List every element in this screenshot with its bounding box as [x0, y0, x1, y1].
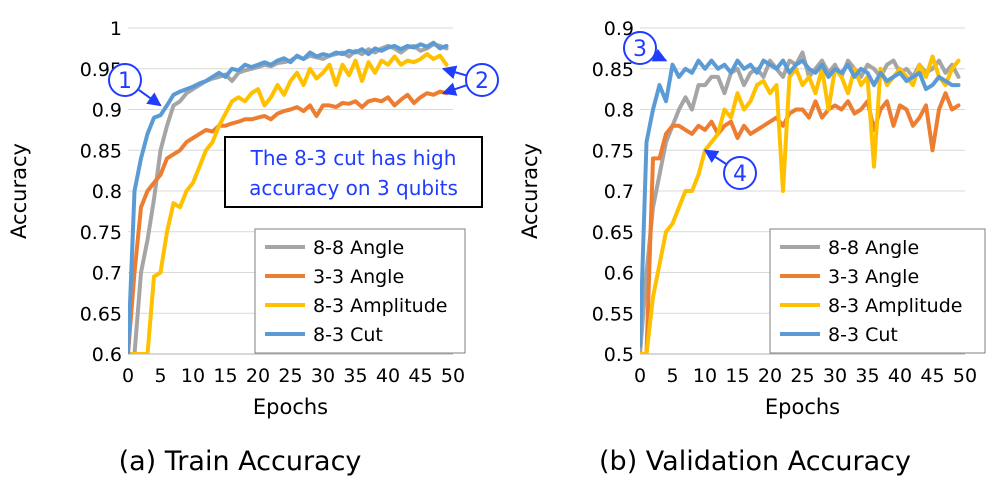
x-tick-label: 30: [311, 365, 335, 387]
callout-arrow: [703, 149, 727, 165]
series-line-8-3-cut: [640, 58, 961, 348]
series-line-8-3-cut: [128, 40, 449, 354]
callout-arrow: [651, 48, 668, 62]
x-tick-label: 5: [154, 365, 166, 387]
x-tick-label: 40: [376, 365, 400, 387]
y-tick-label: 0.65: [592, 222, 634, 244]
x-tick-label: 30: [823, 365, 847, 387]
x-tick-label: 0: [122, 365, 134, 387]
callout-circle: [623, 31, 657, 65]
y-tick-label: 1: [110, 18, 122, 40]
y-axis-title: Accuracy: [518, 143, 542, 239]
legend-entry: 3-3 Angle: [828, 266, 919, 288]
legend-entry: 8-3 Cut: [313, 324, 383, 346]
y-tick-label: 0.6: [92, 344, 122, 366]
x-tick-label: 35: [855, 365, 879, 387]
x-tick-label: 5: [666, 365, 678, 387]
series-line-3-3-angle: [128, 89, 449, 354]
y-tick-label: 0.85: [592, 59, 634, 81]
annotation-box: [224, 136, 483, 208]
x-tick-label: 50: [953, 365, 977, 387]
x-tick-label: 25: [790, 365, 814, 387]
y-tick-label: 0.7: [604, 181, 634, 203]
callout-arrow: [138, 89, 162, 107]
legend-entry: 8-3 Amplitude: [313, 295, 447, 317]
callout-number: 1: [118, 69, 132, 94]
x-tick-label: 10: [693, 365, 717, 387]
legend-entry: 8-3 Cut: [828, 324, 898, 346]
x-tick-label: 45: [920, 365, 944, 387]
annotation-text: accuracy on 3 qubits: [249, 176, 458, 200]
x-tick-label: 35: [343, 365, 367, 387]
series-line-8-3-amplitude: [128, 52, 449, 354]
legend-entry: 8-3 Amplitude: [828, 295, 962, 317]
x-tick-label: 25: [278, 365, 302, 387]
callout-arrow: [441, 65, 466, 79]
legend: 8-8 Angle 3-3 Angle 8-3 Amplitude 8-3 Cut: [254, 228, 466, 354]
callout-circle: [108, 63, 142, 97]
callout-number: 4: [733, 162, 747, 187]
y-axis-title: Accuracy: [7, 143, 31, 239]
x-tick-label: 10: [181, 365, 205, 387]
legend-entry: 8-8 Angle: [313, 237, 404, 259]
y-tick-label: 0.75: [592, 140, 634, 162]
series-line-8-8-angle: [640, 50, 961, 354]
chart-caption: (a) Train Accuracy: [119, 446, 362, 477]
callout-number: 2: [475, 69, 489, 94]
x-tick-label: 15: [725, 365, 749, 387]
callout-circle: [723, 156, 757, 190]
series-line-3-3-angle: [640, 91, 961, 354]
x-tick-label: 15: [213, 365, 237, 387]
x-axis-title: Epochs: [765, 395, 840, 419]
x-tick-label: 40: [888, 365, 912, 387]
chart-validation: 0.5 0.55 0.6 0.65 0.7 0.75 0.8 0.85 0.9 0 5 10 15 20 2…: [518, 18, 986, 477]
callout-number: 3: [633, 37, 647, 62]
x-axis-title: Epochs: [253, 395, 328, 419]
y-tick-label: 0.75: [80, 222, 122, 244]
y-tick-label: 0.6: [604, 263, 634, 285]
series-line-8-3-amplitude: [640, 54, 961, 354]
y-tick-label: 0.65: [80, 303, 122, 325]
y-tick-label: 0.85: [80, 140, 122, 162]
y-tick-label: 0.9: [92, 100, 122, 122]
annotation-text: The 8-3 cut has high: [250, 146, 457, 170]
y-tick-label: 0.7: [92, 263, 122, 285]
x-tick-label: 45: [408, 365, 432, 387]
y-tick-label: 0.8: [92, 181, 122, 203]
legend: 8-8 Angle 3-3 Angle 8-3 Amplitude 8-3 Cut: [769, 228, 986, 354]
x-tick-label: 20: [758, 365, 782, 387]
legend-entry: 3-3 Angle: [313, 266, 404, 288]
y-tick-label: 0.8: [604, 100, 634, 122]
y-tick-label: 0.9: [604, 18, 634, 40]
chart-caption: (b) Validation Accuracy: [599, 446, 911, 477]
callout-circle: [465, 63, 499, 97]
x-tick-label: 50: [441, 365, 465, 387]
y-tick-label: 0.5: [604, 344, 634, 366]
legend-entry: 8-8 Angle: [828, 237, 919, 259]
x-tick-label: 20: [246, 365, 270, 387]
x-tick-label: 0: [634, 365, 646, 387]
y-tick-label: 0.55: [592, 303, 634, 325]
callout-arrow: [441, 82, 467, 96]
